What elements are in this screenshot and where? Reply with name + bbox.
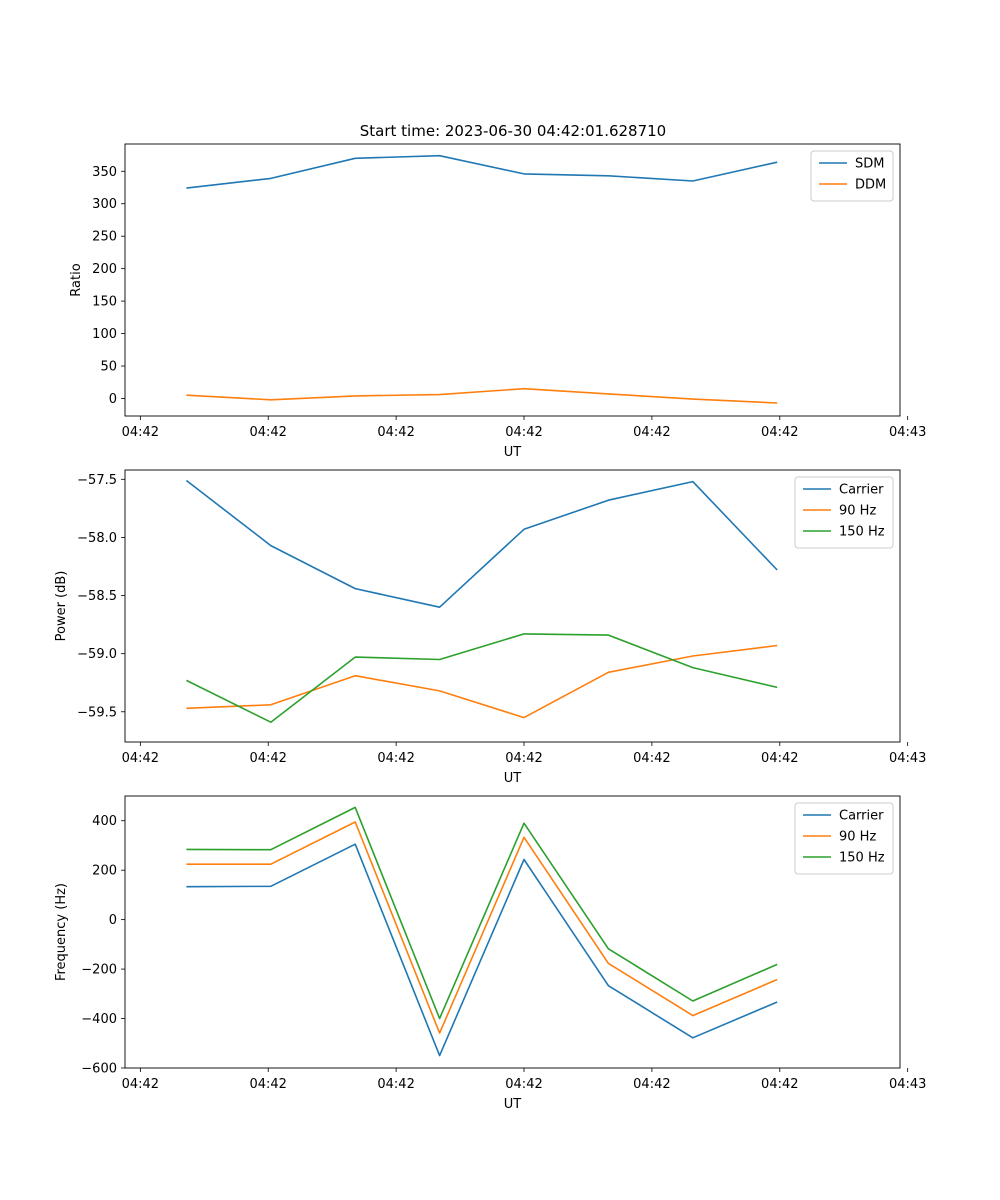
x-tick-label: 04:42	[633, 425, 670, 440]
y-tick-label: −59.5	[77, 705, 117, 720]
y-tick-label: −400	[81, 1012, 117, 1027]
x-tick-label: 04:43	[889, 1077, 926, 1092]
x-tick-label: 04:42	[505, 751, 542, 766]
x-tick-label: 04:43	[889, 751, 926, 766]
y-tick-label: 50	[100, 360, 117, 375]
legend: Carrier 90 Hz 150 Hz	[794, 476, 894, 549]
y-tick-label: 100	[92, 327, 117, 342]
y-tick-label: −600	[81, 1062, 117, 1077]
x-tick-label: 04:42	[122, 1077, 159, 1092]
y-axis-label: Ratio	[69, 263, 84, 296]
axes-frame	[124, 469, 901, 743]
x-tick-label: 04:42	[249, 1077, 286, 1092]
y-axis-label: Power (dB)	[54, 571, 69, 642]
x-tick-label: 04:42	[249, 425, 286, 440]
series-line-carrier	[185, 479, 778, 609]
x-axis-label: UT	[504, 445, 522, 460]
y-tick-label: 0	[109, 913, 117, 928]
x-tick-label: 04:42	[505, 1077, 542, 1092]
chart-1: 04:42 04:42 04:42 04:42 04:42 04:42 04:43 0 50 10…	[69, 143, 926, 460]
legend-label: DDM	[855, 178, 886, 193]
y-tick-label: −200	[81, 963, 117, 978]
y-tick-label: 350	[92, 165, 117, 180]
y-tick-label: 0	[109, 392, 117, 407]
series-line-ddm	[186, 387, 778, 404]
y-tick-label: −59.0	[77, 647, 117, 662]
x-tick-label: 04:42	[377, 425, 414, 440]
x-tick-label: 04:42	[761, 751, 798, 766]
x-tick-label: 04:43	[889, 425, 926, 440]
legend-label: 90 Hz	[839, 504, 876, 519]
x-tick-label: 04:42	[761, 425, 798, 440]
y-tick-label: 400	[92, 814, 117, 829]
legend: Carrier 90 Hz 150 Hz	[794, 802, 894, 875]
x-axis-label: UT	[504, 1097, 522, 1112]
x-tick-label: 04:42	[505, 425, 542, 440]
x-tick-label: 04:42	[377, 1077, 414, 1092]
x-tick-label: 04:42	[377, 751, 414, 766]
y-axis-label: Frequency (Hz)	[54, 883, 69, 981]
series-line-90-hz	[186, 821, 778, 1034]
legend-label: 150 Hz	[839, 851, 885, 866]
series-line-sdm	[186, 154, 778, 189]
x-tick-label: 04:42	[633, 1077, 670, 1092]
y-tick-label: 200	[92, 262, 117, 277]
y-tick-label: −57.5	[77, 473, 117, 488]
legend-label: SDM	[855, 157, 884, 172]
x-tick-label: 04:42	[122, 751, 159, 766]
y-tick-label: 150	[92, 295, 117, 310]
figure-title: Start time: 2023-06-30 04:42:01.628710	[360, 122, 666, 140]
series-line-150-hz	[186, 633, 778, 724]
axes-frame	[124, 143, 901, 417]
series-line-150-hz	[186, 806, 778, 1020]
axes-frame	[124, 795, 901, 1069]
y-tick-label: 250	[92, 230, 117, 245]
x-tick-label: 04:42	[249, 751, 286, 766]
y-tick-label: 300	[92, 197, 117, 212]
legend-label: 150 Hz	[839, 525, 885, 540]
chart-2: 04:42 04:42 04:42 04:42 04:42 04:42 04:43 −59.5…	[54, 469, 926, 786]
chart-3: 04:42 04:42 04:42 04:42 04:42 04:42 04:43 −600 −…	[54, 795, 926, 1112]
y-tick-label: −58.0	[77, 531, 117, 546]
series-line-carrier	[186, 843, 778, 1057]
y-tick-label: −58.5	[77, 589, 117, 604]
legend: SDM DDM	[810, 150, 894, 202]
legend-label: Carrier	[839, 809, 884, 824]
legend-label: 90 Hz	[839, 830, 876, 845]
series-line-90-hz	[186, 644, 778, 719]
x-tick-label: 04:42	[122, 425, 159, 440]
y-tick-label: 200	[92, 864, 117, 879]
x-tick-label: 04:42	[633, 751, 670, 766]
x-tick-label: 04:42	[761, 1077, 798, 1092]
legend-label: Carrier	[839, 483, 884, 498]
x-axis-label: UT	[504, 771, 522, 786]
